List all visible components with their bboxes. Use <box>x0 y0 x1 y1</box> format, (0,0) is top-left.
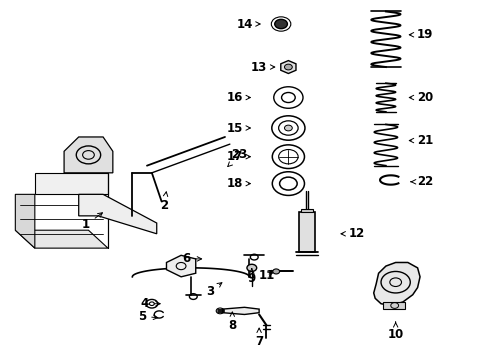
Circle shape <box>272 269 279 274</box>
Text: 8: 8 <box>228 312 236 332</box>
Text: 17: 17 <box>226 150 250 163</box>
Text: 4: 4 <box>140 297 160 310</box>
Polygon shape <box>35 173 108 194</box>
Text: 9: 9 <box>247 269 255 285</box>
Polygon shape <box>280 60 295 73</box>
Text: 2: 2 <box>160 192 168 212</box>
Polygon shape <box>301 209 312 212</box>
Text: 12: 12 <box>340 227 364 240</box>
Text: 19: 19 <box>408 28 432 41</box>
Text: 7: 7 <box>255 328 263 348</box>
Polygon shape <box>373 262 419 306</box>
Polygon shape <box>79 194 157 234</box>
Text: 18: 18 <box>226 177 250 190</box>
Text: 15: 15 <box>226 122 250 135</box>
Text: 1: 1 <box>82 213 102 231</box>
Text: 23: 23 <box>227 148 247 167</box>
Circle shape <box>274 19 287 29</box>
Text: 5: 5 <box>138 310 158 323</box>
Text: 3: 3 <box>206 283 222 298</box>
Polygon shape <box>15 194 35 248</box>
Text: 14: 14 <box>236 18 260 31</box>
Polygon shape <box>64 137 113 173</box>
Polygon shape <box>166 255 195 277</box>
Circle shape <box>284 125 292 131</box>
Text: 22: 22 <box>410 175 432 188</box>
Text: 21: 21 <box>408 134 432 147</box>
Text: 6: 6 <box>182 252 201 265</box>
Polygon shape <box>222 307 259 315</box>
Text: 10: 10 <box>387 322 403 341</box>
Text: 13: 13 <box>250 60 274 73</box>
Text: 20: 20 <box>408 91 432 104</box>
Circle shape <box>284 64 292 70</box>
Text: 16: 16 <box>226 91 250 104</box>
Text: 11: 11 <box>258 269 274 282</box>
Polygon shape <box>383 302 405 309</box>
Polygon shape <box>15 230 108 248</box>
Polygon shape <box>299 212 314 252</box>
Circle shape <box>246 264 256 271</box>
